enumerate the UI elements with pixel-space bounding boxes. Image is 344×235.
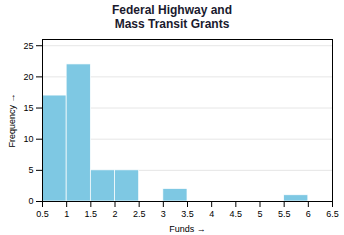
svg-text:4.5: 4.5 <box>230 209 243 219</box>
svg-text:2.5: 2.5 <box>133 209 146 219</box>
svg-text:10: 10 <box>23 134 33 144</box>
svg-text:5: 5 <box>257 209 262 219</box>
svg-text:15: 15 <box>23 103 33 113</box>
svg-text:2: 2 <box>112 209 117 219</box>
svg-text:Frequency →: Frequency → <box>7 93 17 147</box>
svg-text:6: 6 <box>306 209 311 219</box>
svg-text:4: 4 <box>209 209 214 219</box>
svg-text:3: 3 <box>161 209 166 219</box>
svg-text:1: 1 <box>64 209 69 219</box>
svg-text:0.5: 0.5 <box>36 209 49 219</box>
svg-text:25: 25 <box>23 41 33 51</box>
svg-text:1.5: 1.5 <box>85 209 98 219</box>
html-text:Federal Highway and: Federal Highway and <box>112 3 232 17</box>
svg-text:3.5: 3.5 <box>181 209 194 219</box>
svg-text:0: 0 <box>28 196 33 206</box>
svg-text:5: 5 <box>28 165 33 175</box>
svg-text:20: 20 <box>23 72 33 82</box>
html-text:Mass Transit Grants: Mass Transit Grants <box>114 17 230 31</box>
svg-text:Funds →: Funds → <box>169 224 206 234</box>
svg-text:5.5: 5.5 <box>278 209 291 219</box>
svg-text:6.5: 6.5 <box>326 209 339 219</box>
